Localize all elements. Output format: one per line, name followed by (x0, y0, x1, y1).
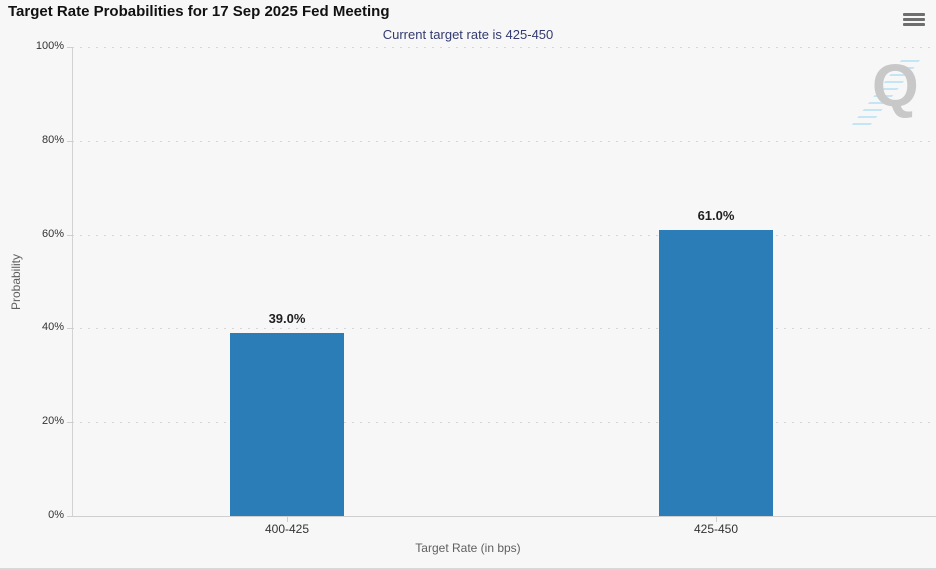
y-gridline-100 (72, 47, 930, 48)
x-axis-category-label: 425-450 (693, 522, 739, 536)
y-axis-tick (67, 234, 73, 236)
x-axis-tick (287, 517, 288, 522)
bar-425-450[interactable] (659, 230, 773, 516)
y-gridline-20 (72, 422, 930, 424)
chart-subtitle: Current target rate is 425-450 (382, 27, 554, 42)
x-axis-title: Target Rate (in bps) (415, 541, 521, 555)
y-gridline-40 (72, 328, 930, 330)
plot-area (72, 47, 930, 516)
y-axis-line (72, 47, 73, 516)
y-axis-tick-label: 100% (35, 40, 64, 52)
x-axis-line (72, 516, 936, 517)
x-axis-category-label: 400-425 (264, 522, 310, 536)
y-axis-tick (67, 328, 73, 330)
y-axis-title: Probability (9, 253, 23, 311)
bar-400-425[interactable] (230, 333, 344, 516)
y-axis-tick-label: 40% (41, 321, 64, 334)
bar-value-label: 39.0% (268, 311, 306, 326)
y-axis-tick-label: 80% (41, 133, 64, 146)
y-axis-tick (67, 422, 73, 424)
chart-context-menu-button[interactable] (900, 8, 928, 30)
y-axis-tick (67, 140, 73, 142)
y-gridline-80 (72, 140, 930, 142)
y-axis-tick-label: 60% (41, 227, 64, 240)
y-axis-tick-label: 0% (48, 509, 64, 521)
y-axis-tick-label: 20% (41, 415, 64, 428)
bar-value-label: 61.0% (697, 208, 735, 223)
x-axis-tick (716, 517, 717, 522)
y-gridline-60 (72, 234, 930, 236)
chart-title: Target Rate Probabilities for 17 Sep 202… (8, 3, 390, 20)
y-axis-tick (67, 516, 73, 517)
hamburger-icon (903, 11, 925, 28)
y-axis-tick (67, 47, 73, 48)
